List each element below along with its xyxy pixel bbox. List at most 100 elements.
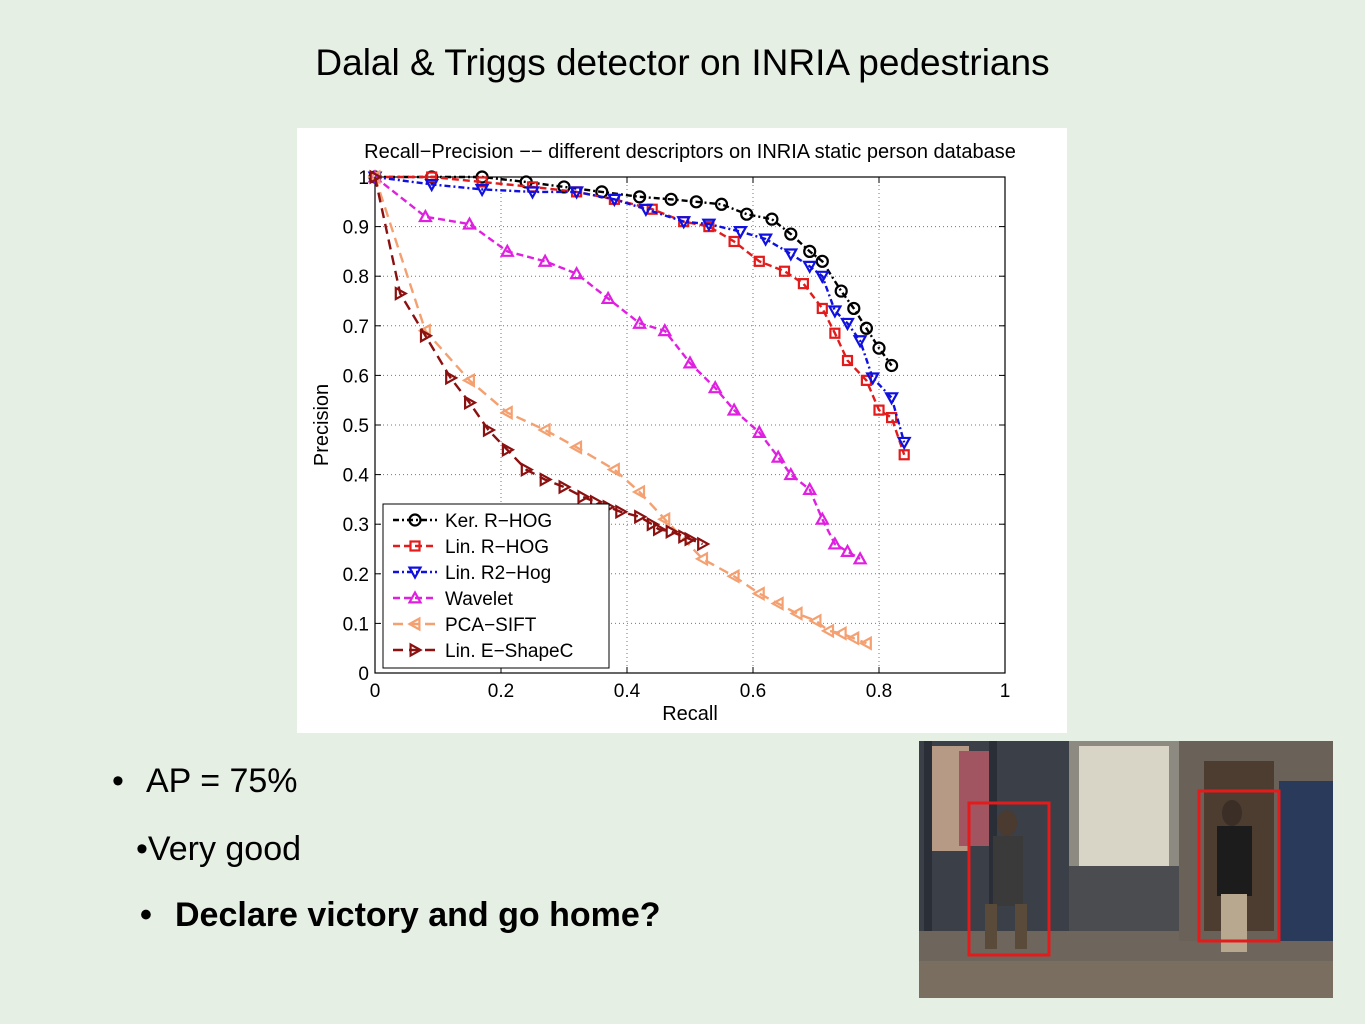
- data-point-lin-r-hog: [898, 449, 910, 461]
- data-point-pca-sift: [606, 462, 620, 478]
- data-point-lin-r2-hog: [758, 233, 773, 247]
- x-tick-label: 0.8: [866, 681, 892, 702]
- data-point-lin-r2-hog: [814, 270, 830, 284]
- detection-box-right: [1197, 789, 1281, 943]
- data-point-ker-r-hog: [557, 180, 571, 194]
- data-point-pca-sift: [568, 439, 583, 455]
- data-point-wavelet: [418, 208, 433, 223]
- series-line-pca-sift: [373, 176, 867, 645]
- data-point-pca-sift: [820, 623, 835, 639]
- data-point-ker-r-hog: [859, 321, 874, 335]
- data-point-ker-r-hog: [803, 244, 817, 259]
- data-point-ker-r-hog: [714, 197, 729, 211]
- data-point-ker-r-hog: [765, 212, 779, 226]
- bullet-ap: • AP = 75%: [112, 762, 298, 801]
- legend-label-pca-sift: PCA−SIFT: [445, 615, 537, 636]
- data-point-wavelet: [569, 265, 584, 280]
- data-point-ker-r-hog: [884, 358, 899, 373]
- data-point-lin-r2-hog: [783, 248, 799, 262]
- data-point-lin-e-shapec: [678, 529, 692, 544]
- data-point-pca-sift: [499, 405, 513, 420]
- data-point-lin-r2-hog: [865, 372, 881, 386]
- legend-label-ker-r-hog: Ker. R−HOG: [445, 511, 552, 532]
- data-point-pca-sift: [537, 422, 551, 438]
- series-line-ker-r-hog: [375, 175, 893, 367]
- data-point-ker-r-hog: [847, 301, 861, 316]
- y-tick-label: 0.2: [343, 565, 369, 586]
- recall-precision-chart: 0 0.2 0.4 0.6 0.8 1 0 0.1 0.2 0.3 0.4 0.5 0.6 0.7 0.8 0…: [297, 128, 1067, 733]
- data-point-wavelet: [462, 216, 477, 230]
- bullet-dot: •: [140, 896, 152, 934]
- data-point-pca-sift: [846, 630, 860, 646]
- data-point-lin-e-shapec: [577, 489, 591, 505]
- y-tick-label: 0.4: [343, 466, 370, 487]
- data-point-lin-r-hog: [728, 235, 740, 248]
- data-point-lin-r-hog: [476, 176, 488, 188]
- data-point-lin-e-shapec: [394, 286, 408, 301]
- data-point-lin-r-hog: [816, 302, 828, 315]
- data-point-pca-sift: [631, 484, 646, 500]
- data-point-lin-r2-hog: [525, 186, 540, 200]
- data-point-lin-r-hog: [778, 265, 791, 277]
- data-point-lin-e-shapec: [646, 516, 660, 532]
- data-point-ker-r-hog: [689, 195, 703, 209]
- data-point-lin-e-shapec: [665, 524, 679, 540]
- y-tick-label: 0.8: [343, 267, 369, 288]
- data-point-pca-sift: [694, 551, 709, 567]
- legend-label-lin-r2-hog: Lin. R2−Hog: [445, 563, 551, 584]
- data-point-pca-sift: [657, 511, 671, 527]
- data-point-pca-sift: [726, 568, 740, 584]
- legend-marker-lin-r2-hog: [407, 566, 423, 580]
- data-point-wavelet: [537, 253, 553, 267]
- data-point-lin-r-hog: [873, 404, 885, 416]
- data-point-wavelet: [814, 511, 830, 525]
- data-point-lin-e-shapec: [520, 462, 534, 478]
- legend-marker-lin-r-hog: [409, 540, 421, 552]
- data-point-wavelet: [707, 380, 723, 394]
- data-point-lin-r2-hog: [852, 335, 868, 349]
- data-point-ker-r-hog: [740, 207, 754, 221]
- y-axis-label: Precision: [311, 384, 333, 466]
- y-tick-label: 1: [358, 168, 369, 189]
- bullet-very-good-text: Very good: [147, 830, 302, 868]
- series-line-lin-r2-hog: [374, 175, 906, 443]
- data-point-lin-r2-hog: [607, 193, 622, 208]
- x-tick-label: 1: [1000, 681, 1011, 702]
- data-point-wavelet: [726, 402, 742, 416]
- data-point-ker-r-hog: [815, 254, 829, 268]
- data-point-lin-e-shapec: [482, 422, 497, 438]
- legend-marker-pca-sift: [407, 616, 421, 632]
- data-point-lin-e-shapec: [419, 328, 434, 344]
- data-point-wavelet: [632, 315, 647, 329]
- chart-title: Recall−Precision −− different descriptor…: [364, 141, 1016, 163]
- data-point-lin-r2-hog: [884, 392, 899, 406]
- data-point-lin-e-shapec: [653, 521, 667, 537]
- data-point-ker-r-hog: [834, 284, 848, 298]
- data-point-lin-r2-hog: [701, 218, 717, 232]
- legend-label-wavelet: Wavelet: [445, 589, 514, 610]
- y-tick-label: 0.3: [343, 515, 369, 536]
- x-tick-label: 0.2: [488, 681, 514, 702]
- series-line-wavelet: [374, 176, 861, 560]
- y-tick-label: 0.7: [343, 317, 369, 338]
- detection-box-left: [967, 801, 1051, 957]
- legend-label-lin-r-hog: Lin. R−HOG: [445, 537, 549, 558]
- data-point-wavelet: [783, 466, 799, 481]
- data-point-lin-r2-hog: [840, 317, 855, 332]
- series-line-lin-e-shapec: [373, 176, 704, 546]
- data-point-lin-e-shapec: [445, 370, 459, 386]
- data-point-wavelet: [802, 481, 818, 495]
- data-point-lin-r2-hog: [827, 305, 843, 319]
- data-point-ker-r-hog: [784, 227, 798, 241]
- legend-box: [382, 503, 610, 669]
- data-point-lin-r2-hog: [802, 260, 818, 275]
- data-point-lin-r2-hog: [569, 186, 584, 200]
- data-point-lin-e-shapec: [539, 472, 553, 487]
- data-point-pca-sift: [751, 586, 765, 602]
- slide-title: Dalal & Triggs detector on INRIA pedestr…: [315, 42, 1050, 83]
- bullet-very-good: •Very good: [136, 830, 301, 869]
- data-point-lin-e-shapec: [558, 479, 572, 495]
- data-point-lin-r2-hog: [676, 216, 692, 230]
- chart-canvas: 0 0.2 0.4 0.6 0.8 1 0 0.1 0.2 0.3 0.4 0.5 0.6 0.7 0.8 0…: [311, 141, 1016, 725]
- data-point-lin-r2-hog: [424, 178, 440, 193]
